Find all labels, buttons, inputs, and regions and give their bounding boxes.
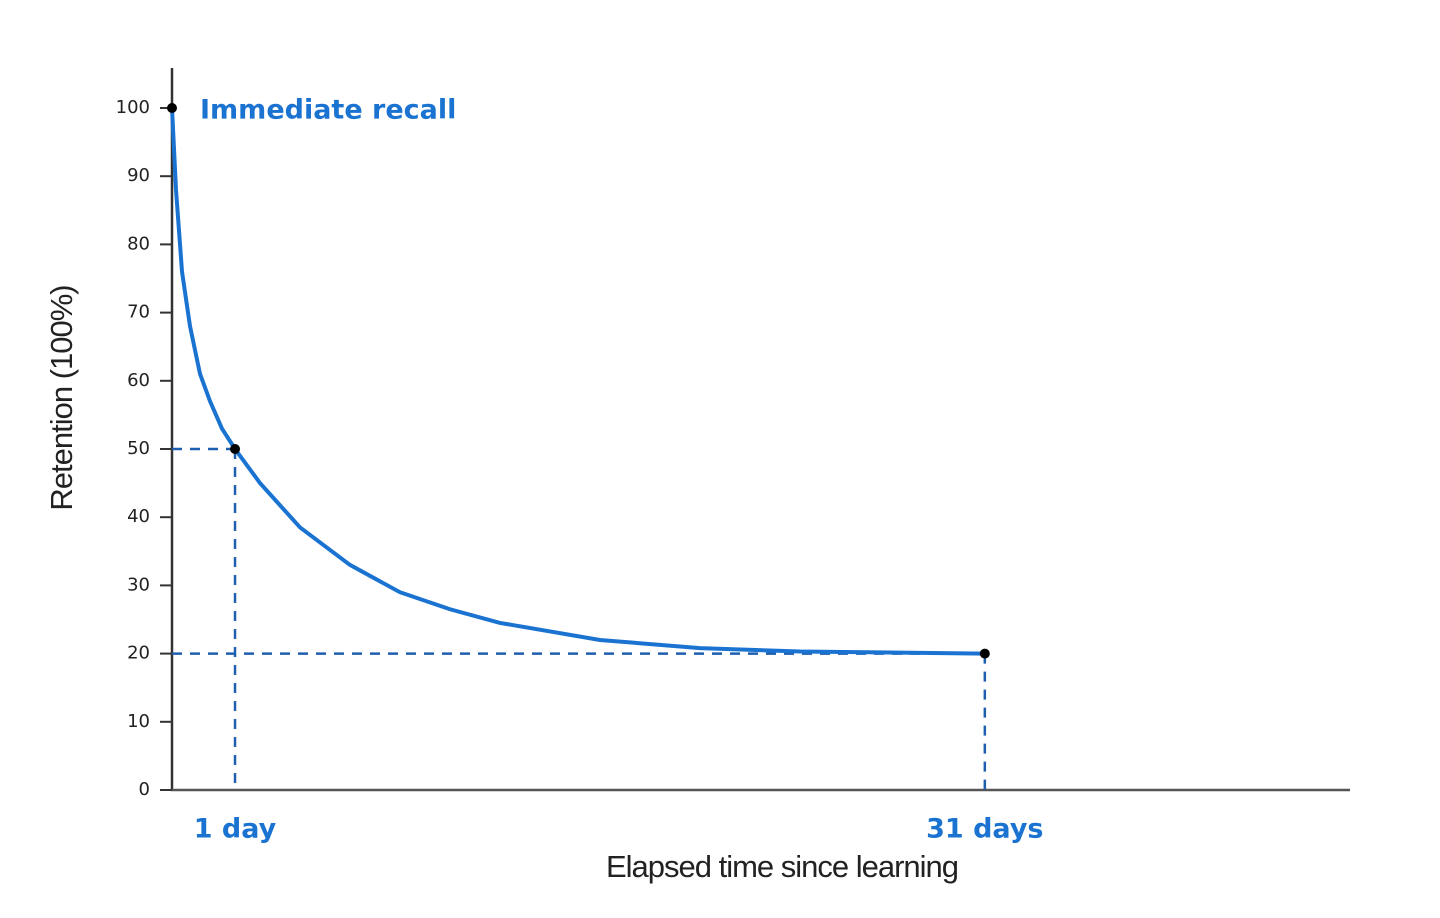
y-tick-label: 20 — [127, 643, 150, 664]
y-tick-label: 80 — [127, 233, 150, 254]
point — [979, 648, 990, 659]
y-tick-label: 60 — [127, 370, 150, 391]
y-tick-label: 0 — [139, 779, 150, 800]
y-tick-label: 100 — [116, 97, 150, 118]
x-axis-title: Elapsed time since learning — [606, 849, 958, 884]
point — [230, 444, 241, 454]
y-tick-label: 30 — [127, 574, 150, 595]
y-tick-label: 50 — [127, 438, 150, 459]
x-marker-label: 31 days — [926, 814, 1043, 845]
y-tick-label: 10 — [127, 711, 150, 732]
annotation-label: Immediate recall — [200, 95, 456, 126]
y-axis-title: Retention (100%) — [44, 285, 79, 510]
y-tick-label: 40 — [127, 506, 150, 527]
y-tick-label: 70 — [127, 302, 150, 323]
point — [167, 103, 177, 113]
y-tick-label: 90 — [127, 165, 150, 186]
x-marker-label: 1 day — [194, 814, 277, 845]
curve — [170, 107, 985, 656]
